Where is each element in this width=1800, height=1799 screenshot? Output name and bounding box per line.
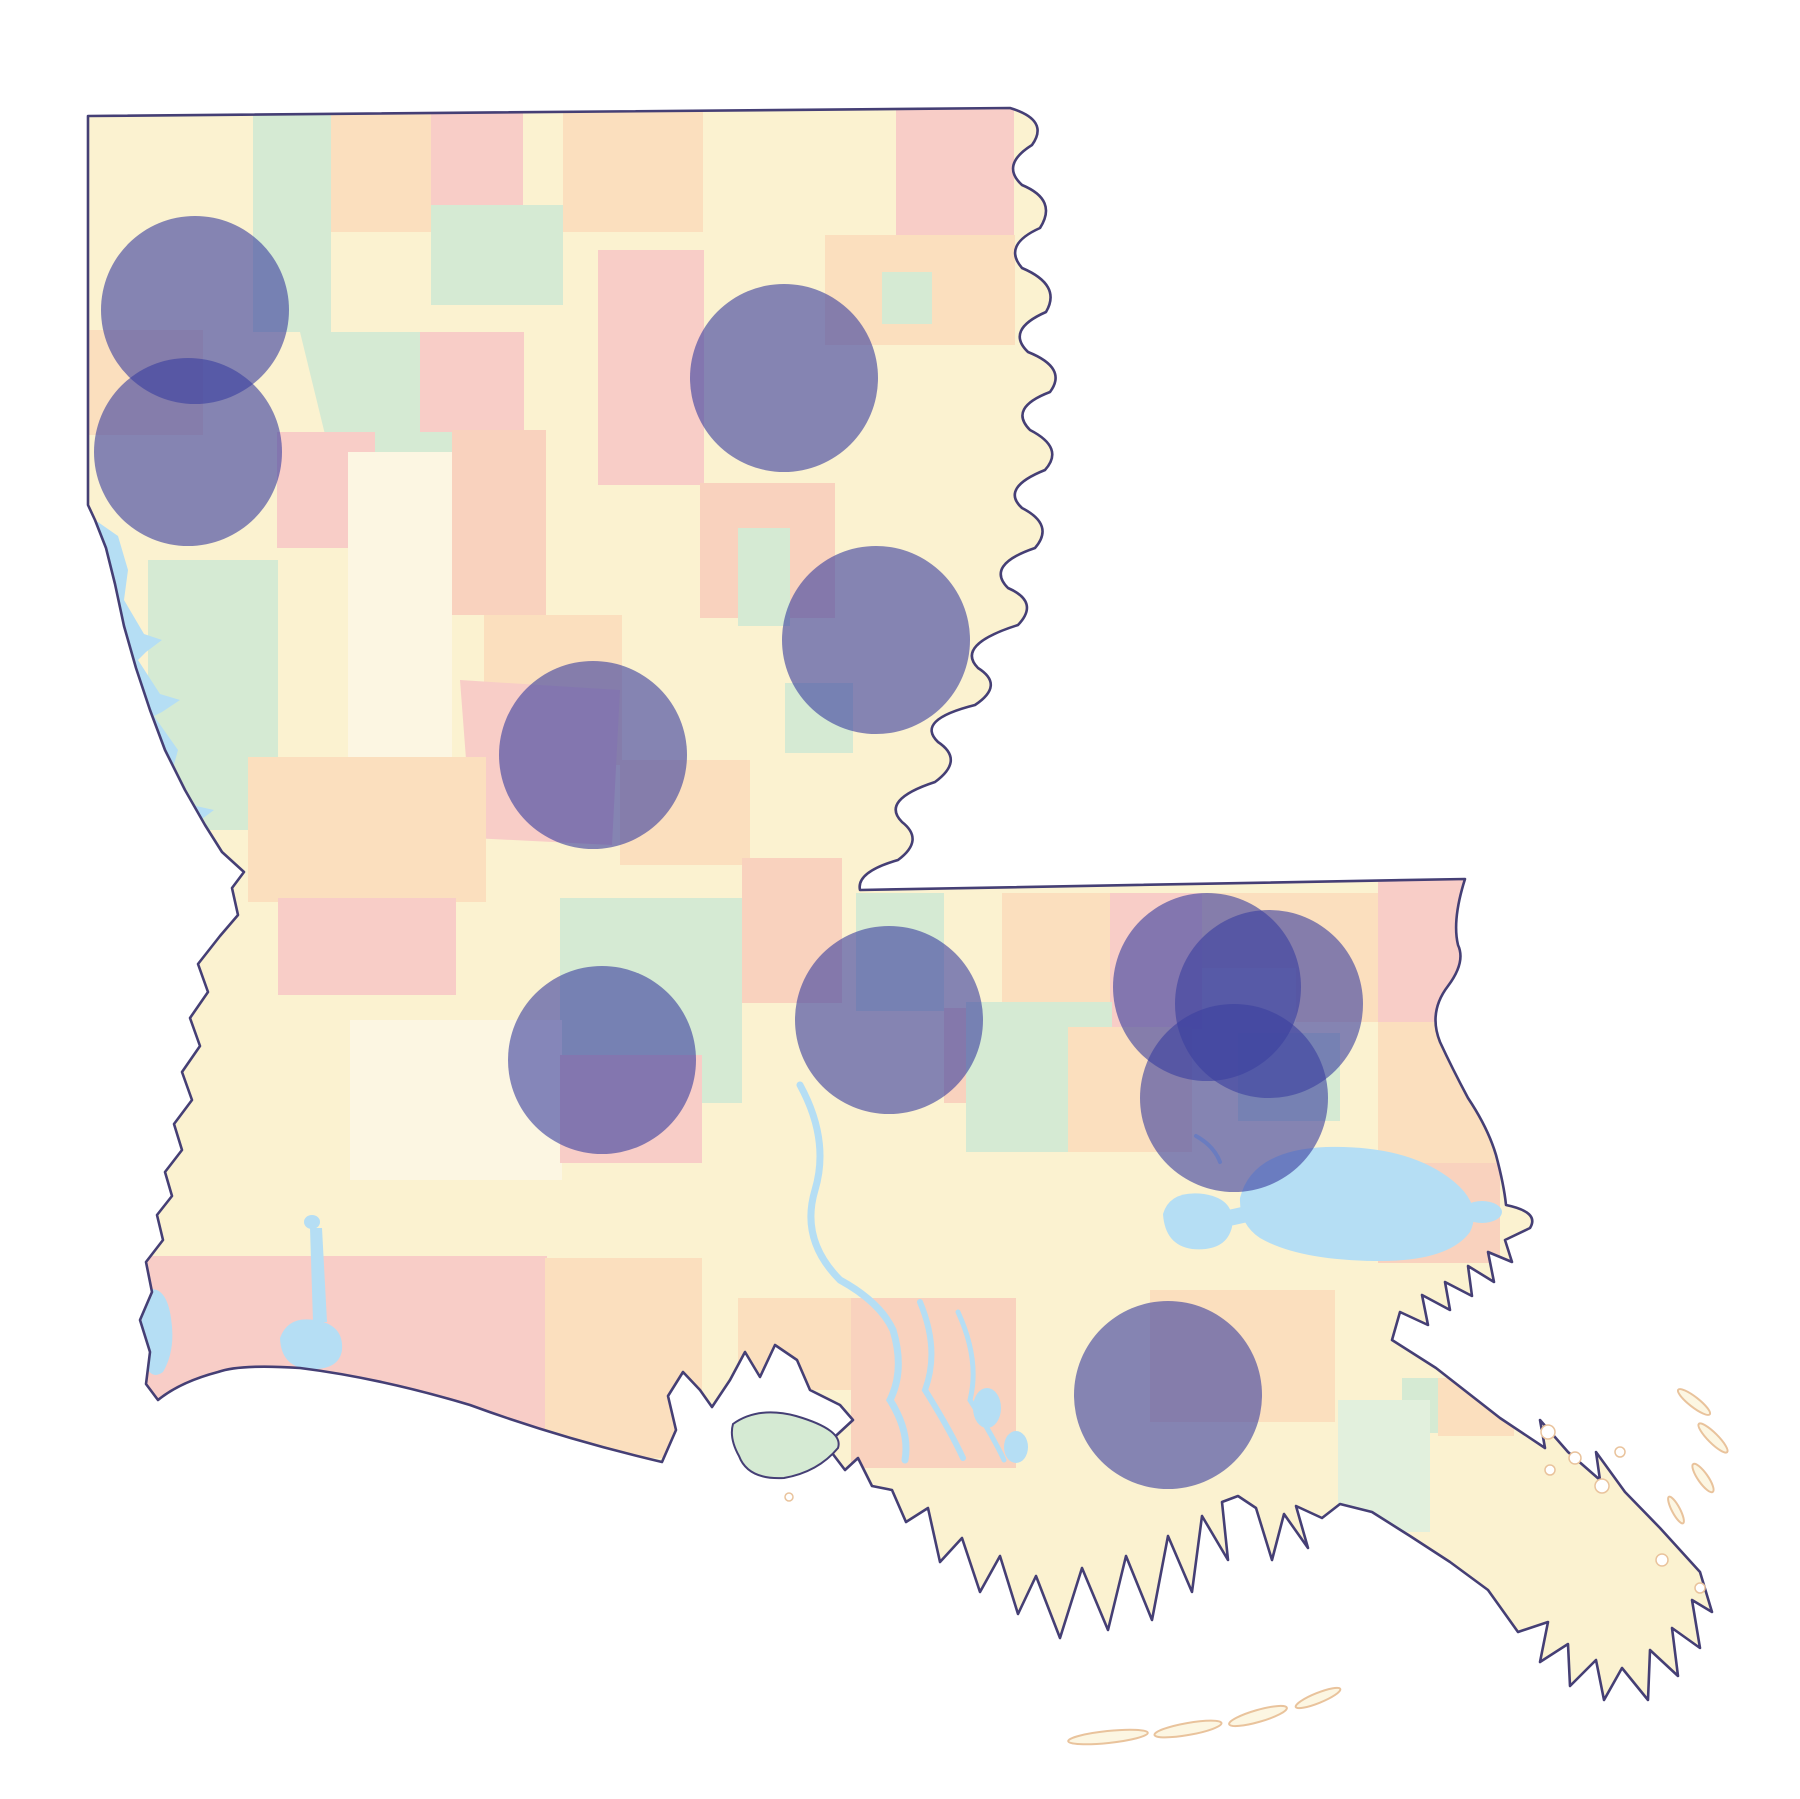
marker-circle [94,358,282,546]
parish-patch [598,250,704,485]
parish-patch [452,430,546,615]
marsh-island [730,1411,840,1480]
parish-patch [563,108,703,232]
marsh-speckle [1568,1451,1582,1465]
water-layer [90,520,1502,1464]
parish-patch [331,108,431,232]
rigolets [1462,1201,1502,1223]
marker-circle [1140,1004,1328,1192]
parish-patch [738,1298,853,1390]
atchafalaya-channel-east [917,1299,966,1461]
calcasieu-lake [280,1319,343,1370]
parish-patch [738,528,790,626]
marsh-speckle [1614,1446,1626,1458]
marker-circle [795,926,983,1114]
marker-circle [508,966,696,1154]
barrier-island [1067,1728,1149,1746]
parish-patch [1002,893,1112,1005]
barrier-island [1294,1686,1342,1710]
atchafalaya-river [796,1081,910,1464]
barrier-island [1667,1495,1685,1525]
parish-patch [431,205,563,305]
marsh-speckle [784,1492,794,1502]
calcasieu-river [310,1228,327,1322]
parish-patch [1378,880,1468,1022]
calcasieu-pond [304,1215,320,1229]
pass-manchac [1228,1206,1248,1226]
marsh-speckle [1655,1553,1669,1567]
marsh-speckle [1694,1582,1706,1594]
atchafalaya-channel-far-east [955,1309,1007,1463]
barrier-island [1228,1704,1288,1728]
parish-patch [348,452,452,758]
barataria-waters [1004,1431,1028,1463]
marker-circle [690,284,878,472]
toledo-bend-reservoir [90,520,244,888]
marsh-speckle [1594,1478,1610,1494]
parish-patch [882,272,932,324]
lake-maurepas [1163,1193,1233,1250]
parish-patch [1338,1400,1430,1532]
parish-patch [545,1258,702,1458]
marker-circle [782,546,970,734]
marker-circle [101,216,289,404]
lake-pontchartrain [1239,1146,1474,1262]
parish-patch [1378,1022,1500,1170]
parish-patch [1438,1378,1514,1436]
barrier-island [1676,1388,1712,1416]
parish-patch [420,332,524,432]
parish-patch [278,898,456,995]
island-layer [784,1388,1729,1746]
barrier-island [1691,1462,1715,1494]
parish-patch [851,1298,1016,1468]
barrier-island [1153,1719,1223,1739]
parish-patch [248,757,486,902]
parish-patch [896,108,1014,235]
marker-layer [94,216,1363,1489]
marsh-speckle [1544,1464,1556,1476]
barrier-island [1697,1422,1729,1454]
marsh-speckle [1540,1424,1556,1440]
state-outline [86,106,1714,1702]
marker-circle [1074,1301,1262,1489]
marker-circle [499,661,687,849]
